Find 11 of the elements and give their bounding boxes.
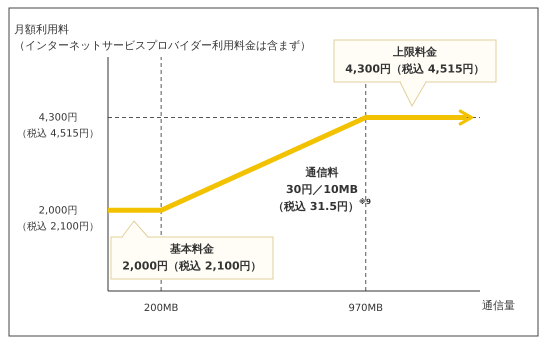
annotation: 基本料金 2,000円（税込 2,100円） bbox=[122, 242, 262, 273]
text: （税込 4,515円） bbox=[17, 127, 99, 140]
y-tick-label: 4,300円 bbox=[38, 112, 78, 124]
annotation: 上限料金 4,300円（税込 4,515円） bbox=[345, 46, 485, 76]
text: （税込 2,100円） bbox=[17, 220, 99, 232]
x-tick-label: 970MB bbox=[348, 302, 384, 314]
y-axis-title: 月額利用料（インターネットサービスプロバイダー利用料金は含まず） bbox=[14, 23, 311, 52]
x-tick-label: 200MB bbox=[144, 302, 179, 314]
x-axis-title: 通信量 bbox=[482, 299, 515, 312]
annotation: 通信料 30円／10MB （税込 31.5円）$^{※9}$ bbox=[273, 166, 371, 213]
y-tick-label: 2,000円 bbox=[38, 205, 78, 216]
